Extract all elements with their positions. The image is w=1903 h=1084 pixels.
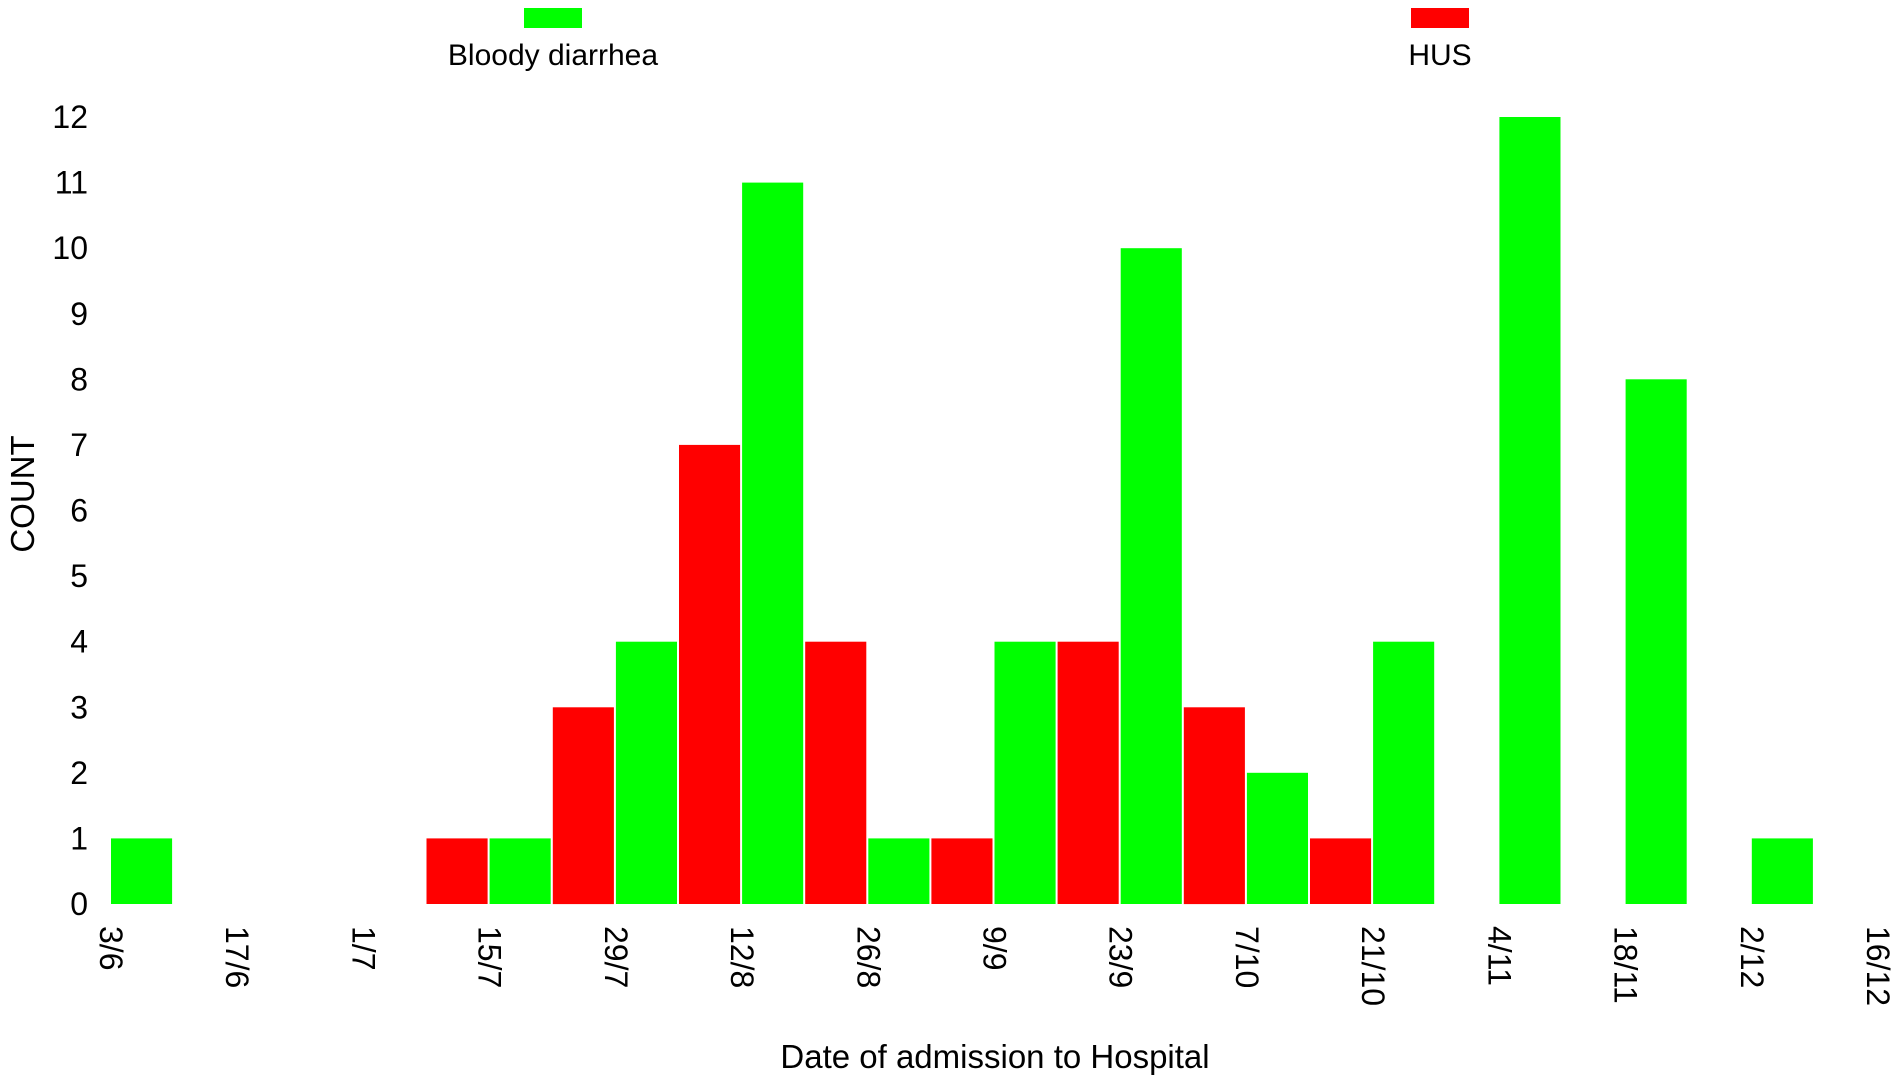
- bar-hus-10: [931, 838, 993, 904]
- y-tick-label: 7: [70, 427, 88, 463]
- x-tick-label: 9/9: [977, 926, 1013, 970]
- bar-bloody-diarrhea-1: [111, 838, 173, 904]
- bar-bloody-diarrhea-11: [994, 641, 1056, 904]
- bar-bloody-diarrhea-13: [1120, 248, 1182, 904]
- bars-group: [111, 117, 1813, 905]
- legend-label-hus: HUS: [1408, 39, 1471, 72]
- x-tick-label: 21/10: [1355, 926, 1391, 1006]
- x-tick-label: 18/11: [1608, 926, 1644, 1004]
- bar-hus-2: [426, 838, 488, 904]
- y-tick-label: 12: [52, 99, 88, 135]
- legend-swatch-bloody-diarrhea: [524, 8, 582, 28]
- bar-hus-8: [805, 641, 867, 904]
- y-tick-label: 8: [70, 361, 88, 397]
- legend: Bloody diarrhea HUS: [448, 8, 1472, 72]
- x-tick-label: 4/11: [1481, 926, 1517, 986]
- bar-bloody-diarrhea-3: [489, 838, 551, 904]
- bar-bloody-diarrhea-5: [615, 641, 677, 904]
- y-tick-label: 3: [70, 689, 88, 725]
- y-tick-label: 11: [55, 165, 88, 201]
- y-tick-label: 9: [70, 296, 88, 332]
- x-axis-title: Date of admission to Hospital: [780, 1038, 1209, 1075]
- bar-bloody-diarrhea-15: [1246, 772, 1308, 904]
- y-tick-label: 4: [70, 624, 88, 660]
- x-tick-label: 12/8: [724, 926, 760, 988]
- x-tick-label: 26/8: [850, 926, 886, 988]
- bar-bloody-diarrhea-7: [742, 182, 804, 905]
- x-tick-label: 15/7: [472, 926, 508, 988]
- y-tick-label: 6: [70, 493, 88, 529]
- x-tick-label: 23/9: [1103, 926, 1139, 988]
- y-tick-label: 2: [70, 755, 88, 791]
- bar-hus-6: [679, 444, 741, 904]
- bar-bloody-diarrhea-17: [1373, 641, 1435, 904]
- bar-hus-4: [552, 707, 614, 905]
- bar-hus-14: [1183, 707, 1245, 905]
- y-tick-label: 10: [52, 230, 88, 266]
- bar-hus-12: [1057, 641, 1119, 904]
- y-axis-title: COUNT: [4, 435, 41, 552]
- bar-bloody-diarrhea-19: [1625, 379, 1687, 904]
- x-tick-label: 7/10: [1229, 926, 1265, 988]
- y-tick-label: 5: [70, 558, 88, 594]
- bar-bloody-diarrhea-18: [1499, 117, 1561, 904]
- x-tick-label: 29/7: [598, 926, 634, 988]
- x-tick-label: 17/6: [219, 926, 255, 988]
- x-axis: 3/6 17/6 1/7 15/7 29/7 12/8 26/8 9/9 23/9 7/10 21/…: [93, 926, 1896, 1006]
- x-tick-label: 1/7: [345, 926, 381, 970]
- y-tick-label: 0: [70, 886, 88, 922]
- x-tick-label: 16/12: [1860, 926, 1896, 1006]
- bar-bloody-diarrhea-20: [1751, 838, 1813, 904]
- bar-hus-16: [1310, 838, 1372, 904]
- legend-swatch-hus: [1411, 8, 1469, 28]
- bar-bloody-diarrhea-9: [868, 838, 930, 904]
- y-tick-label: 1: [70, 820, 88, 856]
- legend-label-bloody-diarrhea: Bloody diarrhea: [448, 39, 658, 72]
- x-tick-label: 2/12: [1734, 926, 1770, 988]
- x-tick-label: 3/6: [93, 926, 129, 970]
